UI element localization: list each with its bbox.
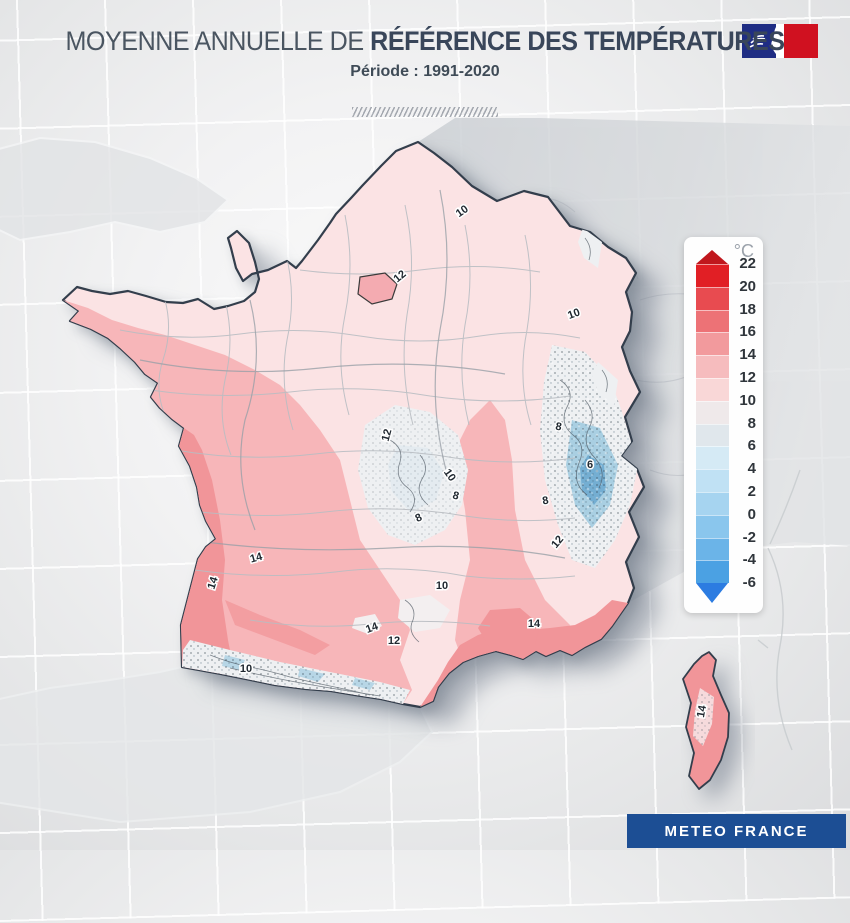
header: MOYENNE ANNUELLE DE RÉFÉRENCE DES TEMPÉR… [0, 0, 850, 81]
contour-label: 8 [541, 495, 549, 508]
contour-label: 12 [388, 635, 400, 647]
france-shape [61, 140, 646, 709]
legend-tick: -2 [742, 528, 756, 546]
italy-coastline [757, 469, 801, 751]
england-landmass [0, 136, 230, 242]
meteo-france-logo: METEO FRANCE [627, 814, 846, 848]
legend-segment [696, 514, 729, 538]
legend-tick: 16 [739, 323, 756, 341]
legend-tick: 18 [739, 300, 756, 318]
legend-arrow-up-icon [696, 250, 728, 264]
contour-label: 10 [566, 306, 582, 321]
legend-tick: 6 [747, 437, 756, 455]
contour-label: 8 [554, 421, 562, 434]
legend-tick: -4 [742, 551, 756, 569]
legend-tick: 2 [747, 483, 756, 500]
flag-blue-block [742, 24, 776, 58]
legend-segment [696, 560, 729, 584]
contour-label: 14 [249, 550, 265, 565]
contour-label: 14 [528, 618, 541, 630]
meteo-swoosh-icon [749, 35, 766, 48]
hatched-separator [352, 107, 498, 117]
contour-label: 14 [695, 704, 709, 719]
contour-label: 6 [587, 459, 593, 471]
flag-red-block [784, 24, 818, 58]
legend-tick: 0 [747, 505, 756, 523]
legend-segment [696, 309, 729, 333]
legend-segment [696, 332, 729, 356]
contour-label: 10 [436, 580, 448, 592]
legend-tick: 4 [747, 460, 756, 478]
legend-tick: -6 [742, 574, 756, 592]
legend-tick: 14 [739, 346, 756, 364]
legend-segment [696, 355, 729, 378]
legend-arrow-down-icon [696, 583, 728, 604]
legend-segment [696, 264, 729, 287]
corsica-shape [682, 651, 730, 790]
legend-segment [696, 286, 729, 310]
legend-tick: 10 [739, 391, 756, 409]
legend-tick: 22 [739, 255, 756, 272]
paris-heat-island [357, 272, 398, 305]
legend-segment [696, 400, 729, 424]
legend-segment [696, 469, 729, 492]
legend-segment [696, 537, 729, 561]
marianne-profile-icon [771, 24, 784, 58]
title-regular-part: MOYENNE ANNUELLE DE [65, 26, 371, 56]
france-flag-logo [742, 24, 818, 58]
contour-label: 10 [240, 663, 252, 675]
legend-segment [696, 377, 729, 401]
period-subtitle: Période : 1991-2020 [350, 63, 500, 80]
legend-segment [696, 423, 729, 447]
legend-tick: 8 [747, 414, 756, 432]
temperature-legend: °C 22 20 18 16 14 12 10 8 6 4 2 0 -2 -4 -6 [684, 237, 763, 613]
department-borders [119, 204, 581, 627]
legend-tick: 20 [739, 277, 756, 295]
region-borders [139, 189, 566, 559]
contour-label: 12 [380, 428, 395, 443]
contour-lines [209, 237, 608, 697]
legend-color-bar [696, 250, 729, 604]
title-bold-part: RÉFÉRENCE DES TEMPÉRATURES [370, 26, 785, 56]
legend-unit-label: °C [733, 241, 754, 261]
legend-tick: 12 [739, 369, 756, 386]
legend-segment [696, 446, 729, 470]
page-title: MOYENNE ANNUELLE DE RÉFÉRENCE DES TEMPÉR… [30, 0, 821, 57]
legend-segment [696, 491, 729, 515]
